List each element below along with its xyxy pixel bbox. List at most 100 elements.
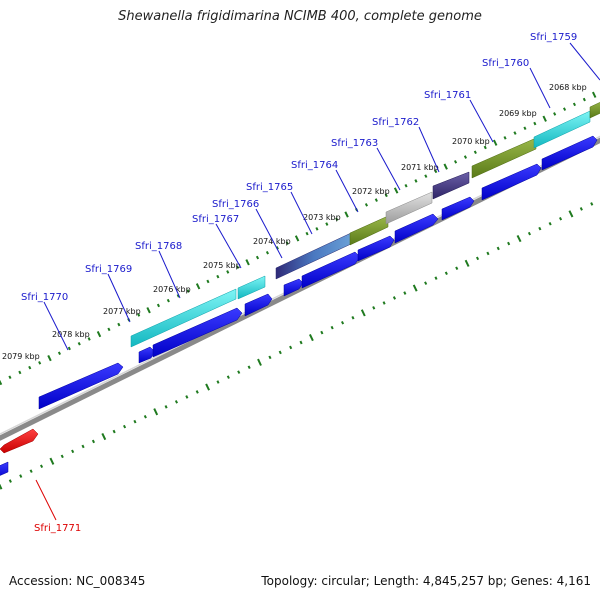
scale-tick — [340, 320, 345, 325]
gene-label-sfri-1768[interactable]: Sfri_1768 — [135, 241, 182, 252]
scale-tick — [516, 234, 522, 243]
leader-line — [335, 169, 359, 213]
scale-tick — [434, 276, 438, 280]
scale-tick — [265, 250, 270, 255]
scale-tick — [412, 284, 418, 292]
scale-tick — [19, 474, 23, 478]
tick-label: 2077 kbp — [103, 307, 141, 316]
scale-tick — [558, 216, 563, 221]
scale-tick — [496, 246, 500, 251]
gene-label-sfri-1765[interactable]: Sfri_1765 — [246, 182, 293, 193]
scale-tick — [117, 322, 121, 327]
scale-tick — [455, 266, 459, 271]
scale-tick — [483, 145, 487, 150]
gene-label-sfri-1769[interactable]: Sfri_1769 — [85, 264, 132, 275]
scale-tick — [344, 211, 349, 218]
scale-tick — [285, 241, 289, 245]
scale-tick — [101, 432, 107, 441]
leader-line — [569, 42, 600, 81]
gene-arrow[interactable] — [541, 135, 598, 171]
scale-tick — [60, 454, 64, 459]
scale-tick — [486, 251, 490, 256]
gene-arrow[interactable] — [441, 196, 475, 221]
scale-tick — [49, 457, 55, 465]
gene-arrow[interactable] — [283, 278, 304, 297]
scale-tick — [278, 350, 282, 355]
feature-bar[interactable] — [385, 191, 433, 225]
tick-label: 2068 kbp — [549, 83, 587, 92]
tick-label: 2074 kbp — [253, 237, 291, 246]
feature-bar[interactable] — [349, 215, 389, 246]
scale-tick — [527, 231, 532, 236]
scale-tick — [39, 464, 44, 469]
gene-label-sfri-1766[interactable]: Sfri_1766 — [212, 199, 259, 210]
scale-tick — [591, 91, 597, 98]
scale-tick — [8, 479, 12, 483]
gene-arrow[interactable] — [357, 235, 395, 262]
gene-label-sfri-1759[interactable]: Sfri_1759 — [530, 32, 577, 43]
scale-tick — [538, 226, 542, 231]
scale-tick — [0, 379, 3, 386]
feature-bar[interactable] — [130, 288, 237, 348]
tick-label: 2073 kbp — [303, 213, 341, 222]
gene-arrow[interactable] — [38, 362, 124, 410]
scale-tick — [153, 408, 159, 416]
scale-tick — [330, 325, 334, 330]
scale-tick — [351, 315, 355, 320]
scale-tick — [382, 301, 386, 305]
lower-dotted-scale — [0, 202, 594, 490]
scale-tick — [315, 227, 319, 231]
feature-bar[interactable] — [432, 171, 470, 200]
gene-label-sfri-1767[interactable]: Sfri_1767 — [192, 214, 239, 225]
scale-tick — [226, 270, 230, 274]
gene-label-sfri-1764[interactable]: Sfri_1764 — [291, 160, 338, 171]
tick-label: 2079 kbp — [2, 352, 40, 361]
gene-label-sfri-1761[interactable]: Sfri_1761 — [424, 90, 471, 101]
gene-arrow[interactable] — [244, 293, 273, 317]
scale-tick — [236, 265, 240, 269]
scale-tick — [294, 235, 300, 242]
gene-arrow[interactable] — [152, 307, 243, 358]
gene-label-sfri-1770[interactable]: Sfri_1770 — [21, 292, 68, 303]
accession-label: Accession: NC_008345 — [9, 574, 146, 588]
scale-tick — [107, 327, 111, 332]
highlighted-gene-arrow[interactable] — [0, 428, 39, 454]
scale-tick — [164, 405, 168, 409]
scale-tick — [444, 271, 448, 276]
gene-label-sfri-1762[interactable]: Sfri_1762 — [372, 117, 419, 128]
scale-tick — [237, 370, 241, 374]
scale-tick — [562, 107, 567, 111]
feature-bar[interactable] — [589, 100, 600, 119]
scale-tick — [360, 309, 366, 317]
scale-tick — [255, 255, 260, 260]
gene-label-sfri-1771[interactable]: Sfri_1771 — [34, 523, 81, 534]
gene-label-sfri-1763[interactable]: Sfri_1763 — [331, 138, 378, 149]
leader-line — [529, 67, 551, 109]
feature-bar[interactable] — [471, 137, 537, 179]
scale-tick — [268, 355, 272, 360]
scale-tick — [77, 341, 81, 346]
scale-tick — [553, 112, 557, 116]
tick-label: 2078 kbp — [52, 330, 90, 339]
tick-label: 2071 kbp — [401, 163, 439, 172]
gene-arrow[interactable] — [301, 251, 361, 289]
scale-tick — [374, 198, 378, 202]
feature-bar[interactable] — [533, 110, 591, 149]
scale-tick — [216, 274, 220, 279]
gene-arrow[interactable] — [481, 163, 542, 201]
scale-tick — [137, 313, 141, 317]
gene-label-sfri-1760[interactable]: Sfri_1760 — [482, 58, 529, 69]
scale-tick — [403, 291, 407, 295]
scale-tick — [548, 221, 552, 226]
scale-tick — [424, 174, 428, 178]
scale-tick — [503, 136, 507, 140]
gene-arrow[interactable] — [394, 213, 439, 244]
feature-bar[interactable] — [237, 275, 266, 300]
gene-arrow-partial[interactable] — [0, 461, 9, 480]
scale-tick — [122, 424, 127, 429]
forward-gene-track — [0, 135, 598, 480]
scale-tick — [473, 150, 477, 155]
tick-label: 2075 kbp — [203, 261, 241, 270]
scale-tick — [112, 429, 116, 434]
scale-tick — [305, 231, 309, 236]
